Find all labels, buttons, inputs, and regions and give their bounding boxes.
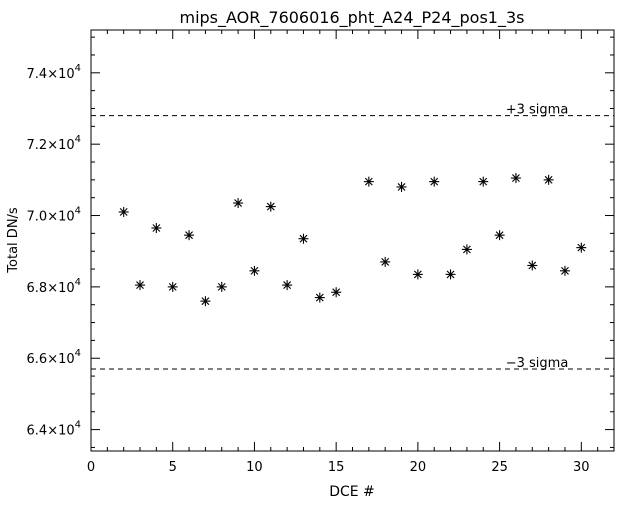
- x-tick-label: 25: [491, 460, 508, 475]
- data-point: [494, 230, 505, 241]
- sigma-lines: +3 sigma −3 sigma: [91, 103, 614, 371]
- axis-ticks: 0 5 10 15 20 25 30 6.4×104 6.6×104 6.8×104 7.0×104…: [27, 30, 615, 475]
- data-point: [510, 173, 521, 184]
- x-axis-label: DCE #: [329, 484, 375, 500]
- data-point: [184, 230, 195, 241]
- y-axis-label: Total DN/s: [6, 207, 21, 274]
- data-points: [118, 173, 587, 307]
- x-tick-label: 10: [246, 460, 263, 475]
- x-tick-label: 5: [169, 460, 177, 475]
- data-point: [331, 287, 342, 298]
- x-tick-label: 0: [87, 460, 95, 475]
- data-point: [216, 281, 227, 292]
- data-point: [412, 269, 423, 280]
- data-point: [298, 233, 309, 244]
- data-point: [543, 174, 554, 185]
- x-tick-label: 20: [410, 460, 427, 475]
- x-tick-label: 15: [328, 460, 345, 475]
- data-point: [118, 206, 129, 217]
- data-point: [429, 176, 440, 187]
- data-point: [576, 242, 587, 253]
- x-tick-label: 30: [573, 460, 590, 475]
- data-point: [249, 265, 260, 276]
- data-point: [396, 181, 407, 192]
- sigma-label: −3 sigma: [506, 356, 569, 371]
- y-tick-label: 7.2×104: [27, 134, 81, 153]
- data-point: [314, 292, 325, 303]
- y-tick-label: 6.6×104: [27, 348, 81, 367]
- y-tick-label: 6.4×104: [27, 420, 81, 439]
- y-tick-label: 6.8×104: [27, 277, 81, 296]
- data-point: [445, 269, 456, 280]
- data-point: [363, 176, 374, 187]
- data-point: [151, 223, 162, 234]
- sigma-label: +3 sigma: [506, 103, 569, 118]
- data-point: [282, 280, 293, 291]
- y-tick-label: 7.0×104: [27, 206, 81, 225]
- data-point: [527, 260, 538, 271]
- data-point: [478, 176, 489, 187]
- plot-frame: [90, 29, 615, 452]
- data-point: [265, 201, 276, 212]
- y-tick-label: 7.4×104: [27, 63, 81, 82]
- data-point: [135, 280, 146, 291]
- data-point: [559, 265, 570, 276]
- data-point: [461, 244, 472, 255]
- data-point: [380, 256, 391, 267]
- data-point: [200, 296, 211, 307]
- chart-title: mips_AOR_7606016_pht_A24_P24_pos1_3s: [179, 8, 524, 28]
- data-point: [167, 281, 178, 292]
- data-point: [233, 198, 244, 209]
- axes-frame: [90, 29, 615, 452]
